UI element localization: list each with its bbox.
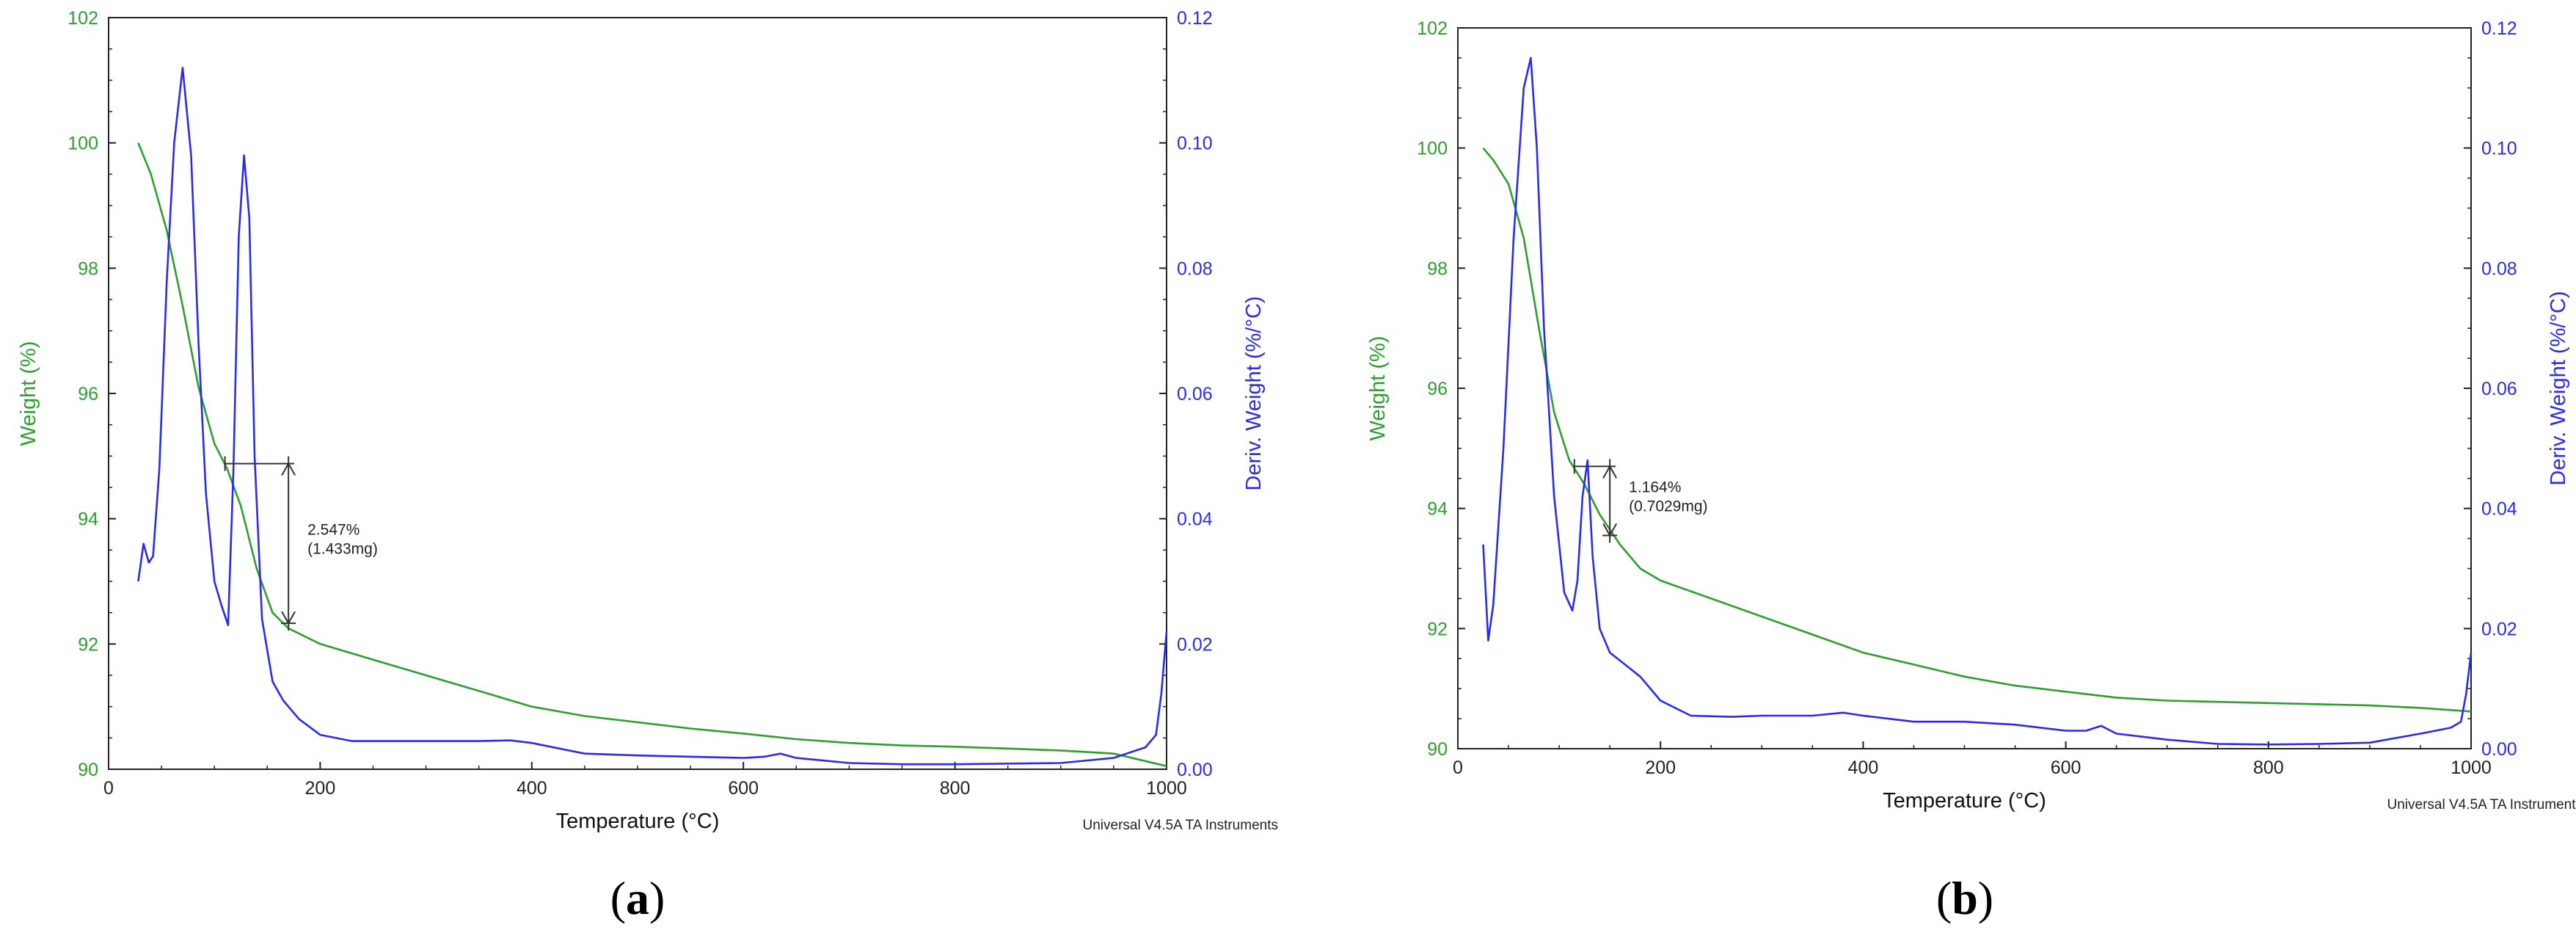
plot-frame [108, 17, 1167, 770]
chart-panel-b: 0 200 400 600 800 1000 90 92 94 96 98 100 102 0.00 0.0… [1366, 18, 2576, 924]
weight-curve [137, 142, 1167, 767]
y-right-tick-label: 0.02 [1177, 634, 1213, 655]
x-tick-label: 0 [1453, 758, 1463, 778]
x-tick-label: 1000 [2451, 758, 2492, 778]
y-right-tick-label: 0.08 [1177, 258, 1213, 279]
panel-label-close: ) [649, 872, 665, 924]
x-axis-title: Temperature (°C) [1883, 789, 2046, 813]
plot-frame [1457, 27, 2472, 749]
weight-curve [1482, 147, 2472, 713]
y-left-axis-title: Weight (%) [1366, 336, 1390, 441]
y-left-tick-label: 90 [78, 760, 98, 780]
instrument-credit: Universal V4.5A TA Instruments [2387, 797, 2576, 813]
x-tick-label: 800 [2253, 758, 2284, 778]
y-right-tick-label: 0.10 [2481, 139, 2517, 159]
y-right-tick-label: 0.06 [2481, 379, 2517, 399]
x-tick-label: 800 [940, 778, 971, 799]
annotation-mass: (1.433mg) [307, 540, 378, 557]
panel-label-open: ( [1936, 872, 1952, 924]
y-left-tick-label: 92 [78, 634, 98, 655]
y-right-tick-label: 0.06 [1177, 384, 1213, 404]
y-right-axis-title: Deriv. Weight (%/°C) [2547, 291, 2570, 485]
y-right-tick-label: 0.00 [1177, 760, 1213, 780]
y-left-tick-label: 96 [78, 384, 98, 404]
panel-label-close: ) [1978, 872, 1993, 924]
panel-label-letter: b [1952, 872, 1978, 924]
panel-label-open: ( [610, 872, 626, 924]
annotation-percent: 1.164% [1629, 479, 1681, 495]
annotation-arrow-up [281, 462, 296, 476]
y-right-tick-label: 0.00 [2481, 739, 2517, 760]
y-right-tick-label: 0.02 [2481, 619, 2517, 639]
y-left-tick-label: 92 [1427, 619, 1448, 639]
annotation-arrow-down [1602, 523, 1618, 537]
y-right-tick-label: 0.10 [1177, 134, 1213, 154]
y-left-tick-label: 96 [1427, 379, 1448, 399]
panel-label: (b) [1936, 872, 1993, 924]
y-left-tick-label: 98 [78, 258, 98, 279]
panel-label: (a) [610, 872, 665, 924]
deriv-weight-curve [137, 67, 1168, 766]
y-left-axis-title: Weight (%) [17, 341, 40, 446]
y-right-axis-title: Deriv. Weight (%/°C) [1242, 296, 1266, 490]
y-left-tick-label: 94 [1427, 499, 1448, 520]
y-left-tick-label: 102 [1417, 18, 1448, 39]
chart-panel-a: 0 200 400 600 800 1000 90 92 94 96 98 100 102 0.00 0.0… [17, 8, 1278, 924]
y-left-tick-label: 98 [1427, 258, 1448, 279]
x-tick-label: 600 [728, 778, 759, 799]
y-right-tick-label: 0.12 [2481, 18, 2517, 39]
instrument-credit: Universal V4.5A TA Instruments [1083, 818, 1278, 833]
y-right-tick-label: 0.04 [2481, 499, 2517, 520]
y-left-tick-label: 102 [67, 8, 98, 29]
x-tick-label: 200 [305, 778, 336, 799]
y-right-tick-label: 0.04 [1177, 509, 1213, 530]
y-left-tick-label: 100 [1417, 139, 1448, 159]
annotation-arrow-up [1602, 465, 1618, 479]
annotation-arrow-down [281, 611, 296, 625]
y-left-tick-label: 100 [67, 134, 98, 154]
x-tick-label: 400 [1848, 758, 1879, 778]
annotation-percent: 2.547% [307, 521, 360, 538]
x-tick-label: 600 [2051, 758, 2081, 778]
y-left-tick-label: 94 [78, 509, 98, 530]
x-tick-label: 0 [103, 778, 114, 799]
panel-label-letter: a [626, 872, 649, 924]
x-tick-label: 1000 [1146, 778, 1187, 799]
x-axis-title: Temperature (°C) [556, 810, 720, 833]
x-tick-label: 200 [1645, 758, 1676, 778]
deriv-weight-curve [1482, 57, 2473, 746]
y-right-tick-label: 0.08 [2481, 258, 2517, 279]
y-left-tick-label: 90 [1427, 739, 1448, 760]
x-tick-label: 400 [517, 778, 547, 799]
y-right-tick-label: 0.12 [1177, 8, 1213, 29]
annotation-mass: (0.7029mg) [1629, 498, 1707, 515]
